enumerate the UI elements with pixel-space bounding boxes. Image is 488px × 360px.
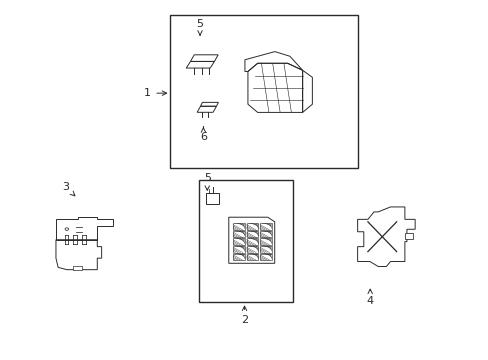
Text: 4: 4 [366,289,373,306]
Bar [198,180,292,302]
Bar [260,253,271,260]
Bar [233,231,244,238]
Text: 3: 3 [62,182,75,196]
Bar [233,223,244,230]
Bar [260,231,271,238]
Text: 6: 6 [200,127,206,143]
Bar [405,233,412,239]
Bar [246,253,258,260]
Bar [246,246,258,253]
Text: 2: 2 [241,306,247,325]
Text: 1: 1 [144,88,166,98]
Bar [205,193,219,204]
Bar [260,238,271,245]
Bar [246,238,258,245]
Bar [233,246,244,253]
Bar [260,223,271,230]
Bar [169,15,357,168]
Bar [246,223,258,230]
Bar [260,246,271,253]
Bar [233,253,244,260]
Text: 5: 5 [203,173,210,190]
Bar [233,238,244,245]
Bar [246,231,258,238]
Text: 5: 5 [196,19,203,35]
Bar [73,266,82,270]
